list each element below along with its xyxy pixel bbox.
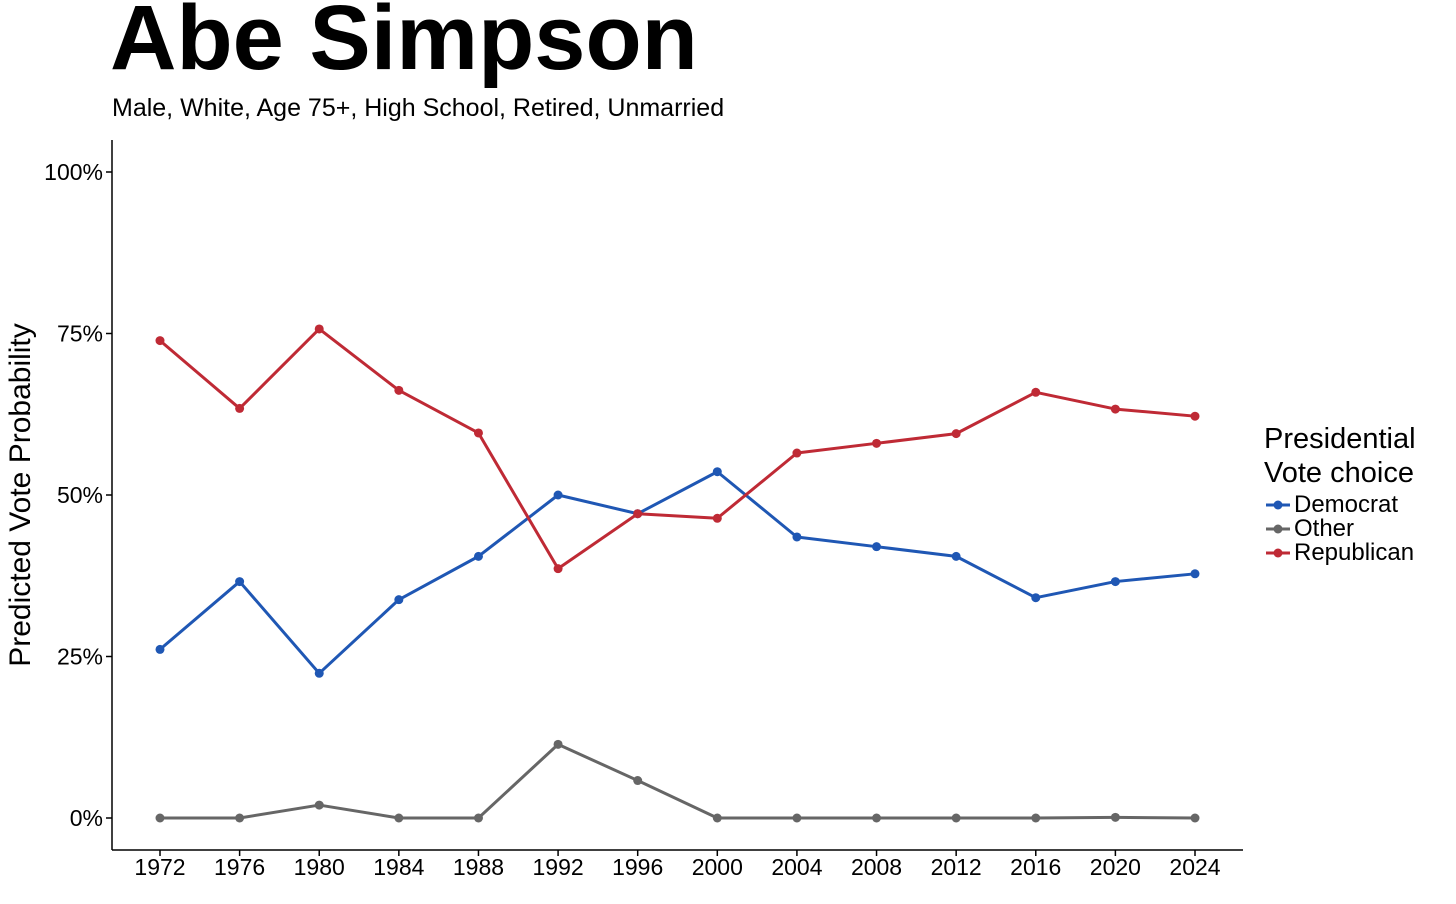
x-tick-label: 1988 [453,854,504,880]
x-tick-label: 2024 [1169,854,1220,880]
data-point-democrat [792,532,802,542]
data-point-democrat [1110,577,1120,587]
data-point-republican [553,564,563,574]
data-point-republican [1110,404,1120,414]
data-point-republican [792,448,802,458]
y-tick-label: 25% [57,644,103,670]
data-point-republican [235,403,245,413]
legend-label: Republican [1294,539,1415,566]
series-democrat [155,467,1200,678]
series-line-republican [158,327,1197,571]
legend-key-democrat [1266,500,1290,510]
chart-title: Abe Simpson [110,0,698,89]
x-tick-label: 2000 [692,854,743,880]
data-point-republican [951,429,961,439]
x-tick-label: 2016 [1010,854,1061,880]
chart-axes: 0% 25% 50% 75% 100% 1972 1976 1980 1984 1988 1992 1… [44,140,1243,880]
data-point-other [633,776,643,786]
data-point-democrat [314,668,324,678]
data-point-other [1190,813,1200,823]
y-tick-label: 0% [70,805,103,831]
data-point-republican [1031,387,1041,397]
x-tick-label: 1980 [294,854,345,880]
series-line-other [158,742,1197,820]
x-tick-label: 1992 [532,854,583,880]
legend-key-other [1266,524,1290,534]
legend-item-other: Other [1264,517,1416,541]
x-tick-label: 2012 [931,854,982,880]
data-point-democrat [1031,593,1041,603]
data-point-democrat [235,577,245,587]
x-tick-label: 1976 [214,854,265,880]
x-tick-label: 2020 [1090,854,1141,880]
data-point-other [394,813,404,823]
data-point-republican [872,438,882,448]
y-tick-label: 50% [57,482,103,508]
y-tick-label: 100% [44,159,103,185]
legend-items: Democrat Other Republican [1264,493,1416,565]
data-point-republican [155,336,165,346]
data-point-other [235,813,245,823]
data-point-democrat [553,490,563,500]
data-point-democrat [951,551,961,561]
legend-label: Democrat [1294,491,1399,518]
data-point-other [1110,812,1120,822]
data-point-other [155,813,165,823]
x-tick-label: 1984 [373,854,424,880]
series-layer [155,324,1200,823]
data-point-other [872,813,882,823]
legend-item-democrat: Democrat [1264,493,1416,517]
chart-subtitle: Male, White, Age 75+, High School, Retir… [112,94,725,122]
data-point-other [951,813,961,823]
data-point-republican [633,509,643,519]
series-republican [155,324,1200,574]
data-point-other [1031,813,1041,823]
legend-label: Other [1294,515,1355,542]
data-point-democrat [394,595,404,605]
data-point-democrat [473,551,483,561]
x-tick-label: 1996 [612,854,663,880]
legend: Presidential Vote choice Democrat Other Re… [1264,422,1416,565]
data-point-republican [394,385,404,395]
data-point-republican [712,513,722,523]
legend-key-dot [1273,524,1283,534]
data-point-other [553,739,563,749]
y-axis-label: Predicted Vote Probability [4,323,37,667]
y-tick-label: 75% [57,321,103,347]
data-point-democrat [1190,569,1200,579]
x-tick-label: 1972 [134,854,185,880]
data-point-democrat [712,467,722,477]
data-point-other [473,813,483,823]
x-tick-label: 2008 [851,854,902,880]
series-other [155,739,1200,823]
x-tick-label: 2004 [771,854,822,880]
legend-key-dot [1273,500,1283,510]
data-point-republican [314,324,324,334]
legend-key-republican [1266,548,1290,558]
data-point-other [314,800,324,810]
data-point-democrat [155,644,165,654]
legend-key-dot [1273,548,1283,558]
data-point-republican [473,428,483,438]
legend-title: Presidential Vote choice [1264,423,1416,489]
data-point-other [792,813,802,823]
data-point-democrat [872,542,882,552]
series-line-democrat [158,470,1197,675]
data-point-republican [1190,411,1200,421]
data-point-other [712,813,722,823]
legend-item-republican: Republican [1264,541,1416,565]
